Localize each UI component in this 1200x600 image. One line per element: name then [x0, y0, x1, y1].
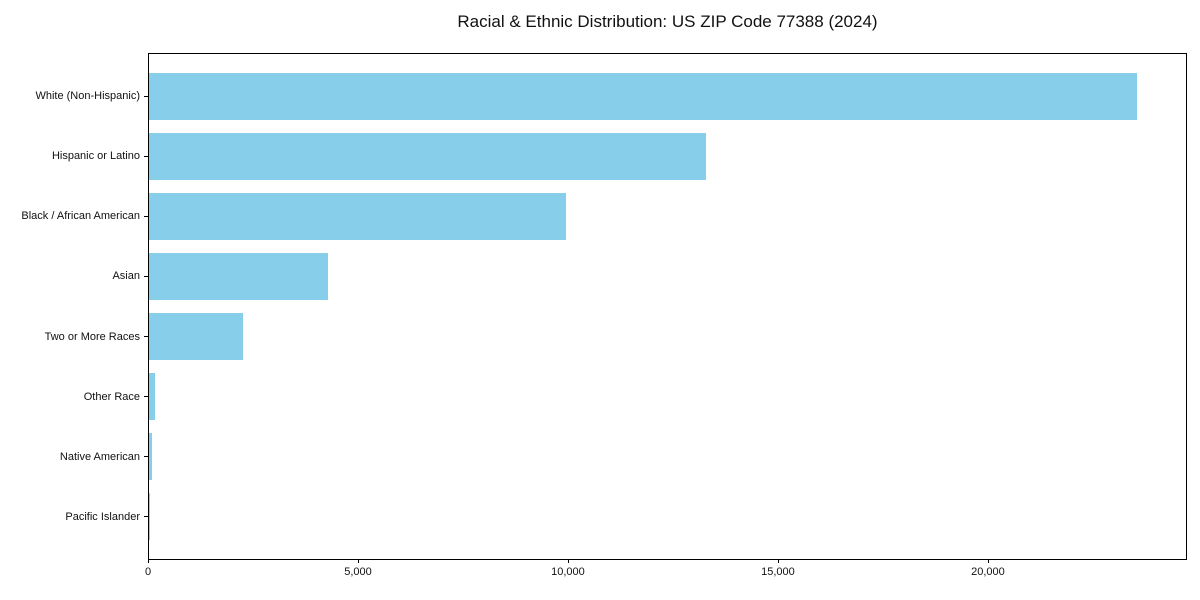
x-tick-mark — [567, 559, 569, 563]
y-tick-mark — [144, 396, 148, 398]
y-tick-row: Native American — [0, 427, 148, 487]
plot-area — [148, 53, 1187, 560]
y-tick-row: White (Non-Hispanic) — [0, 66, 148, 126]
y-tick-row: Asian — [0, 246, 148, 306]
y-tick-label: Other Race — [83, 390, 140, 403]
y-tick-mark — [144, 275, 148, 277]
y-axis-labels: White (Non-Hispanic) Hispanic or Latino Bl… — [0, 53, 148, 560]
bar — [149, 73, 1137, 121]
bar — [149, 432, 153, 480]
y-tick-mark — [144, 516, 148, 518]
bar — [149, 253, 328, 301]
bar-row — [149, 247, 1186, 307]
bar-row — [149, 187, 1186, 247]
y-tick-row: Other Race — [0, 367, 148, 427]
bar — [149, 492, 150, 540]
bar — [149, 312, 243, 360]
y-tick-mark — [144, 456, 148, 458]
x-tick-mark — [987, 559, 989, 563]
x-tick-label: 15,000 — [761, 566, 795, 578]
bars-container — [149, 54, 1186, 559]
bar — [149, 133, 707, 181]
bar-row — [149, 67, 1186, 127]
y-tick-row: Hispanic or Latino — [0, 126, 148, 186]
y-tick-label: Native American — [59, 450, 140, 463]
y-tick-label: Two or More Races — [44, 330, 140, 343]
y-tick-mark — [144, 95, 148, 97]
bar-row — [149, 307, 1186, 367]
x-tick-label: 10,000 — [551, 566, 585, 578]
y-tick-mark — [144, 155, 148, 157]
y-tick-label: White (Non-Hispanic) — [35, 90, 140, 103]
x-tick-mark — [357, 559, 359, 563]
bar-row — [149, 366, 1186, 426]
x-tick-label: 5,000 — [344, 566, 372, 578]
x-tick-label: 0 — [144, 566, 152, 578]
y-tick-label: Black / African American — [21, 210, 140, 223]
y-tick-row: Two or More Races — [0, 307, 148, 367]
y-tick-label: Asian — [112, 270, 140, 283]
bar — [149, 193, 567, 241]
y-tick-mark — [144, 336, 148, 338]
y-tick-mark — [144, 215, 148, 217]
chart-title: Racial & Ethnic Distribution: US ZIP Cod… — [457, 12, 878, 31]
bar-row — [149, 426, 1186, 486]
bar-row — [149, 127, 1186, 187]
x-axis: 0 5,000 10,000 15,000 20,000 — [144, 559, 1187, 599]
x-tick-mark — [777, 559, 779, 563]
y-tick-row: Pacific Islander — [0, 487, 148, 547]
y-tick-row: Black / African American — [0, 186, 148, 246]
x-tick-label: 20,000 — [971, 566, 1005, 578]
bar-row — [149, 486, 1186, 546]
y-tick-label: Pacific Islander — [65, 510, 140, 523]
x-tick-mark — [148, 559, 149, 563]
y-tick-label: Hispanic or Latino — [51, 150, 140, 163]
bar — [149, 372, 156, 420]
